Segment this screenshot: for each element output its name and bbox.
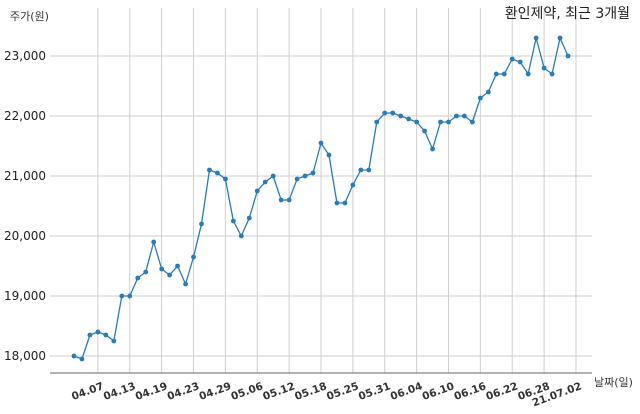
x-axis-label: 날짜(일) [594, 375, 633, 389]
data-point [501, 71, 507, 77]
data-point [334, 200, 340, 206]
data-point [406, 116, 412, 122]
data-point [95, 329, 101, 335]
data-point [422, 128, 427, 134]
data-point [71, 353, 77, 359]
data-point [430, 146, 435, 152]
data-point [374, 119, 380, 125]
x-tick-labels: 04.0704.1304.1904.2304.2905.0605.1205.18… [70, 380, 583, 409]
data-point [477, 95, 483, 101]
x-tick-label: 04.23 [166, 380, 201, 403]
data-point [366, 167, 372, 173]
data-point [342, 200, 348, 206]
x-tick-label: 06.16 [453, 380, 488, 403]
data-point [398, 113, 404, 119]
x-tick-label: 04.29 [198, 380, 233, 403]
data-point [262, 179, 268, 185]
data-point [79, 356, 85, 362]
y-tick-label: 20,000 [4, 229, 46, 243]
data-point [438, 119, 443, 125]
data-point [382, 110, 388, 116]
data-point [469, 119, 475, 125]
data-point [493, 71, 499, 77]
data-point [358, 167, 364, 173]
y-tick-label: 21,000 [4, 169, 46, 183]
data-point [286, 197, 292, 203]
data-point [199, 221, 204, 227]
data-point [230, 218, 236, 224]
x-tick-label: 04.19 [134, 380, 169, 403]
data-point [509, 56, 515, 62]
data-point [462, 113, 467, 119]
y-tick-label: 23,000 [4, 49, 46, 63]
data-point [414, 119, 420, 125]
data-point [143, 269, 149, 275]
data-point [215, 170, 220, 176]
y-tick-label: 22,000 [4, 109, 46, 123]
data-point [207, 167, 212, 173]
data-point [238, 233, 244, 239]
data-point [151, 239, 157, 245]
x-tick-label: 05.25 [325, 380, 360, 403]
data-point [167, 272, 173, 278]
x-tick-label: 05.12 [261, 380, 296, 403]
data-point [390, 110, 396, 116]
y-tick-label: 19,000 [4, 289, 46, 303]
y-tick-labels: 18,000 19,000 20,000 21,000 22,000 23,000 [4, 49, 46, 363]
data-point [294, 176, 300, 182]
data-point [485, 89, 491, 95]
data-point [565, 53, 571, 59]
grid-lines [50, 8, 592, 373]
data-point [278, 197, 284, 203]
x-tick-label: 04.07 [70, 380, 105, 403]
data-point [191, 254, 196, 260]
data-point [454, 113, 459, 119]
data-point [246, 215, 252, 221]
data-point [175, 263, 180, 269]
data-point [302, 173, 308, 179]
data-point [525, 71, 531, 77]
data-point [270, 173, 276, 179]
data-point [517, 59, 523, 65]
data-point [318, 140, 324, 146]
data-point [135, 275, 141, 281]
data-point [533, 35, 539, 41]
data-point [87, 332, 93, 338]
data-point [159, 266, 165, 272]
x-tick-label: 05.18 [293, 380, 328, 403]
data-point [222, 176, 228, 182]
data-point [103, 332, 109, 338]
data-point [446, 119, 451, 125]
data-point [111, 338, 117, 344]
price-series [71, 35, 571, 362]
chart-title: 환인제약, 최근 3개월 [505, 6, 630, 22]
data-point [310, 170, 316, 176]
data-point [557, 35, 563, 41]
data-point [326, 152, 332, 158]
data-point [549, 71, 555, 77]
x-tick-label: 06.10 [421, 380, 456, 403]
y-tick-label: 18,000 [4, 349, 46, 363]
data-point [541, 65, 547, 71]
x-tick-label: 05.06 [229, 380, 264, 403]
data-point [127, 293, 133, 299]
x-tick-label: 05.31 [357, 380, 392, 403]
data-point [350, 182, 356, 188]
data-point [119, 293, 125, 299]
y-axis-label: 주가(원) [10, 10, 49, 23]
data-point [254, 188, 260, 194]
data-point [183, 281, 188, 287]
x-tick-label: 06.04 [389, 380, 424, 403]
x-tick-label: 06.22 [484, 380, 519, 403]
x-tick-label: 04.13 [102, 380, 137, 403]
